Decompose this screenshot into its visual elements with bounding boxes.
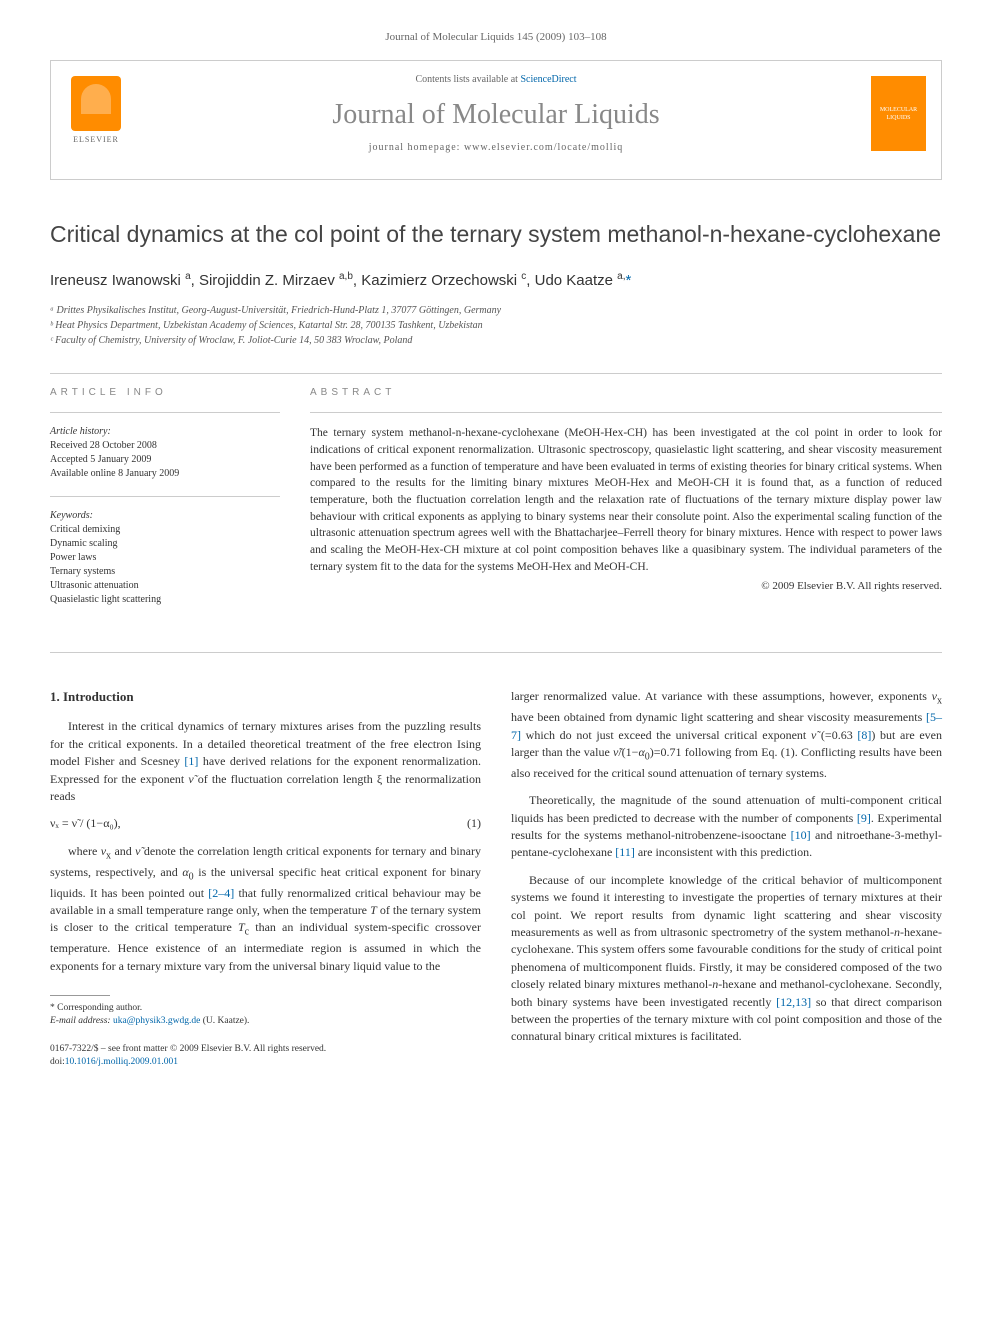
front-matter-line: 0167-7322/$ – see front matter © 2009 El… bbox=[50, 1043, 481, 1056]
article-title: Critical dynamics at the col point of th… bbox=[50, 220, 942, 250]
paragraph: Theoretically, the magnitude of the soun… bbox=[511, 792, 942, 862]
journal-name: Journal of Molecular Liquids bbox=[71, 95, 921, 134]
keyword: Ultrasonic attenuation bbox=[50, 579, 280, 593]
elsevier-logo-text: ELSEVIER bbox=[66, 134, 126, 145]
sciencedirect-link[interactable]: ScienceDirect bbox=[520, 74, 576, 85]
keyword: Quasielastic light scattering bbox=[50, 593, 280, 607]
doi-link[interactable]: 10.1016/j.molliq.2009.01.001 bbox=[65, 1057, 178, 1067]
journal-banner: ELSEVIER MOLECULAR LIQUIDS Contents list… bbox=[50, 60, 942, 180]
running-header: Journal of Molecular Liquids 145 (2009) … bbox=[50, 30, 942, 45]
ref-link[interactable]: [9] bbox=[857, 811, 871, 825]
keyword: Ternary systems bbox=[50, 565, 280, 579]
paragraph: Interest in the critical dynamics of ter… bbox=[50, 718, 481, 805]
paragraph: where νx and ν̃ denote the correlation l… bbox=[50, 843, 481, 975]
article-info-heading: ARTICLE INFO bbox=[50, 386, 280, 400]
abstract-heading: ABSTRACT bbox=[310, 386, 942, 400]
keyword: Dynamic scaling bbox=[50, 537, 280, 551]
affiliation-a: ᵃ Drittes Physikalisches Institut, Georg… bbox=[50, 303, 942, 318]
journal-cover-icon: MOLECULAR LIQUIDS bbox=[871, 76, 926, 151]
keyword: Power laws bbox=[50, 551, 280, 565]
article-history: Article history: Received 28 October 200… bbox=[50, 425, 280, 481]
elsevier-logo: ELSEVIER bbox=[66, 76, 126, 156]
section-heading: 1. Introduction bbox=[50, 688, 481, 706]
paragraph: larger renormalized value. At variance w… bbox=[511, 688, 942, 782]
body-two-column: 1. Introduction Interest in the critical… bbox=[50, 688, 942, 1069]
divider bbox=[50, 373, 942, 374]
corresponding-author-note: * Corresponding author. bbox=[50, 1002, 481, 1015]
journal-homepage: journal homepage: www.elsevier.com/locat… bbox=[71, 141, 921, 155]
ref-link[interactable]: [11] bbox=[615, 845, 635, 859]
body-column-left: 1. Introduction Interest in the critical… bbox=[50, 688, 481, 1069]
ref-link[interactable]: [5–7] bbox=[511, 710, 942, 741]
abstract-block: ABSTRACT The ternary system methanol-n-h… bbox=[310, 386, 942, 622]
authors-line: Ireneusz Iwanowski a, Sirojiddin Z. Mirz… bbox=[50, 270, 942, 291]
article-info-block: ARTICLE INFO Article history: Received 2… bbox=[50, 386, 280, 622]
body-column-right: larger renormalized value. At variance w… bbox=[511, 688, 942, 1069]
keywords-block: Keywords: Critical demixing Dynamic scal… bbox=[50, 509, 280, 607]
affiliations: ᵃ Drittes Physikalisches Institut, Georg… bbox=[50, 303, 942, 348]
abstract-text: The ternary system methanol-n-hexane-cyc… bbox=[310, 425, 942, 575]
email-line: E-mail address: uka@physik3.gwdg.de (U. … bbox=[50, 1015, 481, 1028]
abstract-copyright: © 2009 Elsevier B.V. All rights reserved… bbox=[310, 579, 942, 594]
email-link[interactable]: uka@physik3.gwdg.de bbox=[113, 1016, 200, 1026]
footnote-rule bbox=[50, 995, 110, 996]
contents-available-line: Contents lists available at ScienceDirec… bbox=[71, 73, 921, 87]
ref-link[interactable]: [2–4] bbox=[208, 886, 234, 900]
divider bbox=[50, 652, 942, 653]
footnotes: * Corresponding author. E-mail address: … bbox=[50, 1002, 481, 1029]
ref-link[interactable]: [8] bbox=[857, 728, 871, 742]
ref-link[interactable]: [12,13] bbox=[776, 995, 811, 1009]
keyword: Critical demixing bbox=[50, 523, 280, 537]
ref-link[interactable]: [1] bbox=[184, 754, 198, 768]
affiliation-b: ᵇ Heat Physics Department, Uzbekistan Ac… bbox=[50, 318, 942, 333]
doi-line: doi:10.1016/j.molliq.2009.01.001 bbox=[50, 1056, 481, 1069]
ref-link[interactable]: [10] bbox=[791, 828, 811, 842]
paragraph: Because of our incomplete knowledge of t… bbox=[511, 872, 942, 1046]
equation-1: νₓ = ν̃ / (1−α₀), (1) bbox=[50, 815, 481, 832]
affiliation-c: ᶜ Faculty of Chemistry, University of Wr… bbox=[50, 333, 942, 348]
